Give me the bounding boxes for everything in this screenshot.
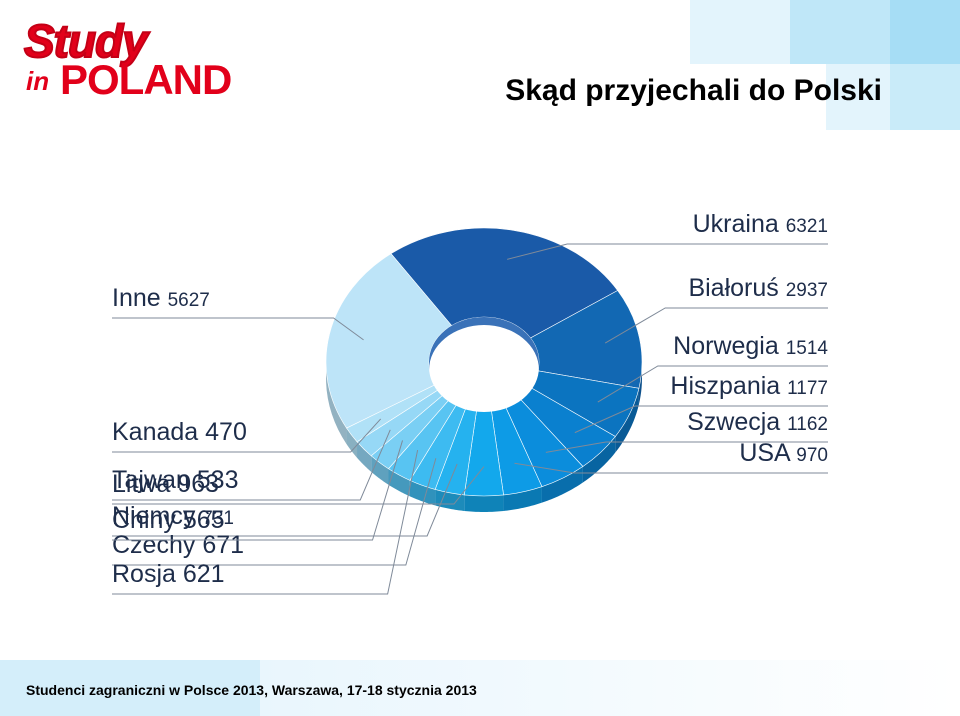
leader-line-niemcy: [112, 463, 458, 537]
slice-side-11: [357, 441, 372, 472]
study-in-poland-logo: Study in POLAND: [23, 14, 274, 104]
leader-line-rosja: [112, 449, 419, 595]
donut-hole-wall: [429, 317, 539, 370]
logo-poland-text: POLAND: [60, 56, 232, 103]
leader-line-usa: [514, 462, 828, 474]
slice-side-4: [541, 466, 583, 503]
data-label-tajwan: Tajwan 533: [112, 466, 238, 494]
data-label-inne: Inne 5627: [112, 284, 210, 312]
slice-side-12: [346, 428, 358, 458]
data-label-hiszpania: Hiszpania 1177: [670, 372, 828, 400]
donut-hole-center: [431, 331, 537, 409]
footer-band: [0, 660, 960, 716]
data-label-białoruś: Białoruś 2937: [688, 274, 828, 302]
slice-side-2: [615, 388, 639, 453]
logo-study-text: Study: [23, 14, 149, 68]
leader-line-tajwan: [112, 429, 391, 501]
slice-side-5: [503, 486, 542, 511]
data-label-niemcy: Niemcy 731: [112, 502, 234, 530]
page-title: Skąd przyjechali do Polski: [505, 74, 882, 107]
leader-line-chiny: [112, 440, 404, 541]
data-label-litwa: Litwa 963: [112, 470, 219, 498]
slice-side-10: [371, 455, 389, 485]
data-label-szwecja: Szwecja 1162: [687, 408, 828, 436]
leader-line-szwecja: [545, 441, 828, 453]
data-label-ukraina: Ukraina 6321: [693, 210, 828, 238]
leader-line-białoruś: [604, 307, 828, 344]
data-label-kanada: Kanada 470: [112, 418, 247, 446]
leader-line-czechy: [112, 458, 437, 566]
slice-side-6: [464, 494, 504, 512]
logo-in-text: in: [26, 66, 50, 96]
slice-side-3: [582, 436, 616, 483]
leader-line-kanada: [112, 418, 382, 453]
leader-line-norwegia: [597, 365, 828, 403]
slice-side-7: [435, 489, 465, 511]
leader-line-ukraina: [507, 243, 828, 260]
data-label-usa: USA 970: [739, 439, 828, 467]
leader-line-inne: [112, 317, 364, 341]
slice-side-9: [388, 468, 410, 497]
footer-caption: Studenci zagraniczni w Polsce 2013, Wars…: [26, 682, 477, 698]
data-label-rosja: Rosja 621: [112, 560, 225, 588]
data-label-norwegia: Norwegia 1514: [673, 332, 828, 360]
data-label-czechy: Czechy 671: [112, 531, 244, 559]
data-label-chiny: Chiny 565: [112, 506, 225, 534]
leader-line-litwa: [112, 466, 485, 505]
slice-side-8: [409, 480, 436, 506]
leader-line-hiszpania: [574, 405, 828, 434]
